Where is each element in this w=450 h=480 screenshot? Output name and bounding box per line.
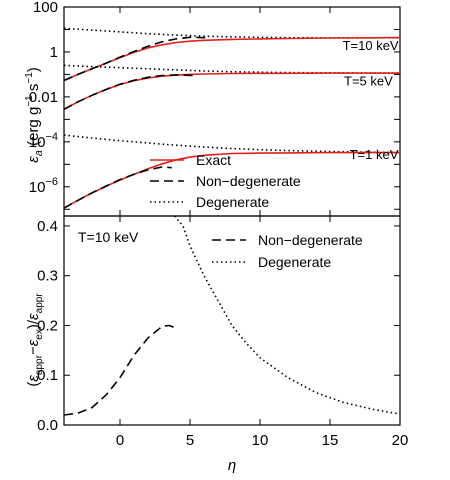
bottom-x-tick-label: 20: [392, 432, 409, 449]
svg-text:εa (erg g−1 s−1): εa (erg g−1 s−1): [24, 67, 45, 163]
svg-text:(εappr−εex)/εappr: (εappr−εex)/εappr: [25, 293, 45, 387]
xlabel: η: [228, 457, 236, 474]
bottom-y-tick-label: 0.1: [37, 367, 58, 384]
bottom-y-tick-label: 0.0: [37, 417, 58, 434]
bottom-y-tick-label: 0.2: [37, 317, 58, 334]
bottom-series-0: [63, 324, 177, 416]
bottom-legend-label-1: Degenerate: [258, 254, 331, 270]
top-y-tick-label: 0.01: [29, 89, 58, 106]
top-legend-label-1: Non−degenerate: [196, 173, 301, 189]
top-series-degenerate-1: [63, 64, 400, 74]
bottom-x-tick-label: 0: [116, 432, 124, 449]
top-annotation-2: T=1 keV: [350, 147, 399, 162]
bottom-panel: 0.0 0.1 0.2 0.3 0.4 0 5 10 15 20 T=10 keV Non−degen…: [37, 215, 409, 449]
top-series-nondegenerate-2: [63, 166, 172, 209]
top-legend-label-0: Exact: [196, 152, 231, 168]
top-annotation-1: T=5 keV: [344, 74, 393, 89]
top-y-tick-label: 100: [33, 0, 58, 16]
bottom-x-tick-label: 5: [186, 432, 194, 449]
top-panel: 100 1 0.01 10−4 10−6 T=10 keV T=5 keV T=1 keV Ex…: [29, 0, 401, 217]
top-annotation-0: T=10 keV: [343, 38, 399, 53]
bottom-x-tick-label: 10: [252, 432, 269, 449]
top-legend-label-2: Degenerate: [196, 194, 269, 210]
top-series-degenerate-0: [63, 27, 400, 39]
bottom-legend-label-0: Non−degenerate: [258, 232, 363, 248]
top-y-tick-label: 10−4: [29, 131, 58, 151]
bottom-annotation: T=10 keV: [78, 229, 139, 245]
top-y-tick-label: 1: [50, 44, 58, 61]
top-series-nondegenerate-1: [63, 74, 195, 111]
top-y-tick-label: 10−6: [29, 176, 58, 196]
bottom-ylabel: (εappr−εex)/εappr: [25, 293, 45, 387]
top-ylabel: εa (erg g−1 s−1): [24, 67, 45, 163]
bottom-y-tick-label: 0.3: [37, 268, 58, 285]
top-series-nondegenerate-0: [63, 36, 209, 82]
top-series-exact-0: [63, 36, 401, 82]
bottom-y-tick-label: 0.4: [37, 218, 58, 235]
bottom-plot-frame: [63, 215, 401, 426]
bottom-x-tick-label: 15: [322, 432, 339, 449]
